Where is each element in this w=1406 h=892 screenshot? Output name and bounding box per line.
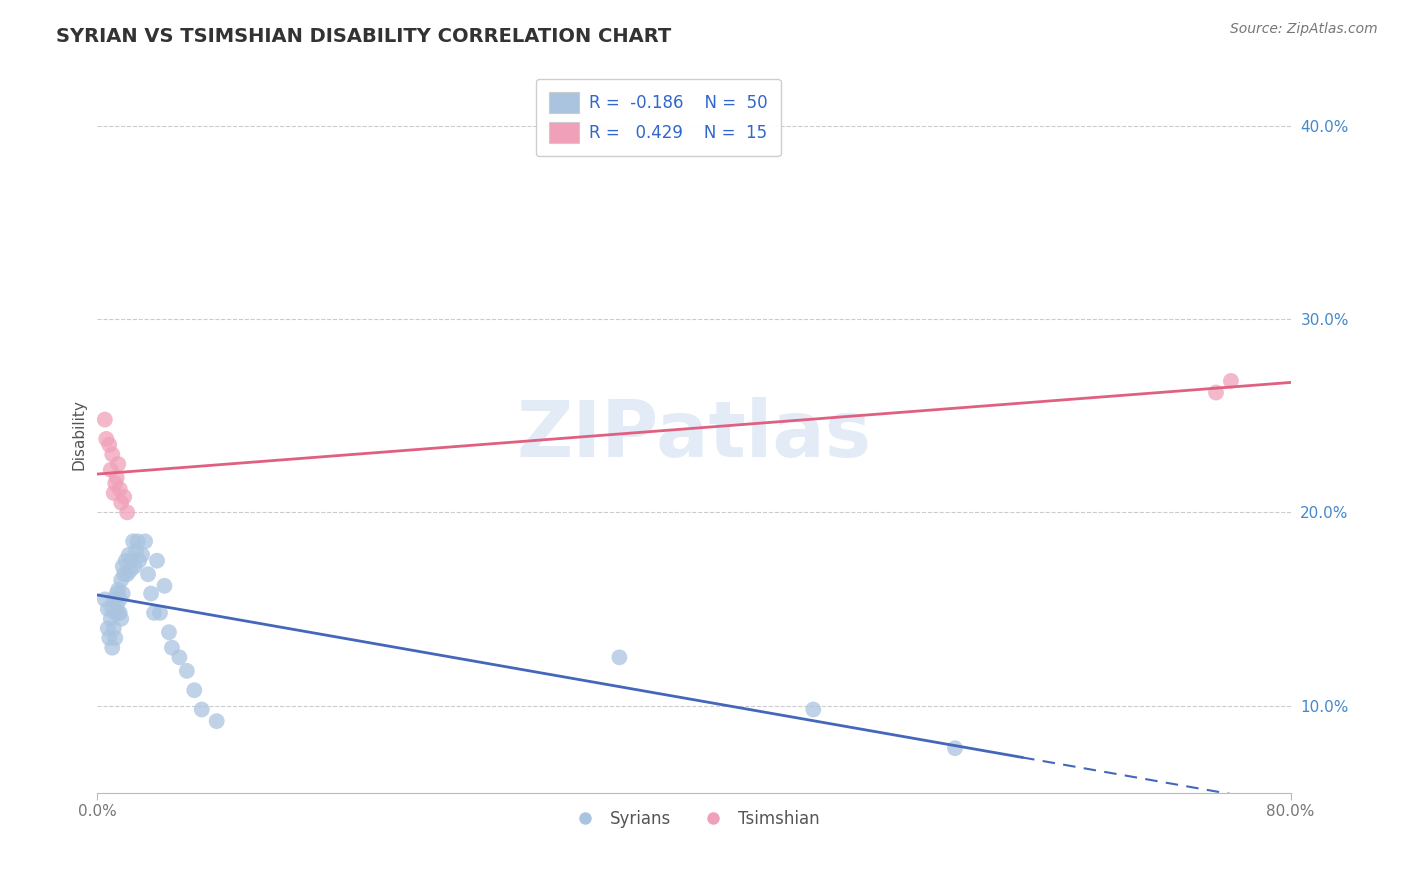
Point: [136, 567, 159, 582]
Point: [98, 631, 121, 645]
Point: [104, 476, 127, 491]
Point: [105, 586, 128, 600]
Point: [101, 447, 124, 461]
Point: [134, 534, 156, 549]
Point: [1219, 374, 1241, 388]
Point: [98, 438, 121, 452]
Point: [183, 683, 205, 698]
Point: [100, 463, 122, 477]
Point: [943, 741, 966, 756]
Point: [94, 412, 117, 426]
Point: [104, 631, 127, 645]
Text: SYRIAN VS TSIMSHIAN DISABILITY CORRELATION CHART: SYRIAN VS TSIMSHIAN DISABILITY CORRELATI…: [56, 27, 672, 45]
Point: [107, 457, 129, 471]
Point: [121, 554, 143, 568]
Point: [118, 548, 141, 562]
Y-axis label: Disability: Disability: [72, 400, 86, 470]
Point: [101, 640, 124, 655]
Point: [103, 621, 125, 635]
Point: [103, 592, 125, 607]
Point: [107, 606, 129, 620]
Point: [115, 567, 138, 582]
Text: Source: ZipAtlas.com: Source: ZipAtlas.com: [1230, 22, 1378, 37]
Point: [205, 714, 228, 728]
Point: [107, 582, 129, 597]
Point: [104, 606, 127, 620]
Point: [125, 544, 148, 558]
Point: [609, 650, 631, 665]
Point: [176, 664, 198, 678]
Point: [110, 612, 132, 626]
Point: [128, 554, 150, 568]
Point: [111, 586, 134, 600]
Point: [111, 559, 134, 574]
Point: [120, 563, 142, 577]
Point: [190, 702, 212, 716]
Point: [100, 612, 122, 626]
Point: [97, 602, 120, 616]
Point: [1205, 385, 1227, 400]
Point: [157, 625, 180, 640]
Point: [139, 586, 162, 600]
Point: [112, 490, 135, 504]
Point: [114, 554, 136, 568]
Point: [122, 534, 145, 549]
Point: [94, 592, 117, 607]
Point: [112, 567, 135, 582]
Point: [108, 606, 131, 620]
Point: [108, 482, 131, 496]
Point: [105, 598, 128, 612]
Point: [96, 432, 118, 446]
Point: [131, 548, 153, 562]
Point: [127, 534, 149, 549]
Point: [110, 573, 132, 587]
Legend: Syrians, Tsimshian: Syrians, Tsimshian: [562, 803, 827, 834]
Point: [149, 606, 172, 620]
Point: [143, 606, 166, 620]
Point: [801, 702, 824, 716]
Point: [101, 602, 124, 616]
Point: [110, 496, 132, 510]
Text: ZIPatlas: ZIPatlas: [516, 397, 872, 473]
Point: [115, 505, 138, 519]
Point: [103, 486, 125, 500]
Point: [108, 592, 131, 607]
Point: [146, 554, 169, 568]
Point: [153, 579, 176, 593]
Point: [169, 650, 191, 665]
Point: [97, 621, 120, 635]
Point: [160, 640, 183, 655]
Point: [124, 559, 146, 574]
Point: [105, 470, 128, 484]
